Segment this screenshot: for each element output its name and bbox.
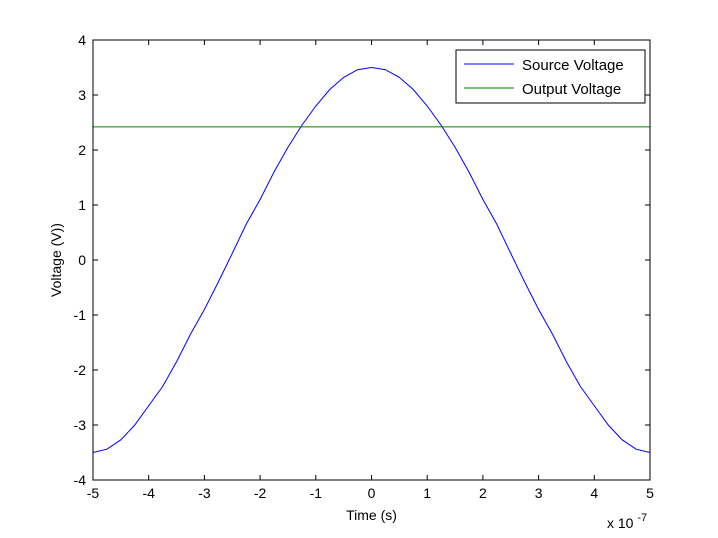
x-axis-multiplier: x 10 -7 [607,512,647,531]
x-axis-multiplier-exponent: -7 [637,512,647,524]
x-tick-label: -4 [142,485,155,501]
legend-label-output-voltage: Output Voltage [522,81,621,98]
legend: Source Voltage Output Voltage [455,49,646,104]
y-tick-label: -2 [74,362,87,378]
series-line-source-voltage [92,66,651,453]
legend-box [455,49,646,104]
y-tick-label: 0 [78,252,86,268]
x-tick-label: 1 [423,485,431,501]
x-tick-label: -1 [310,485,323,501]
y-axis-label: Voltage (V)) [48,223,64,297]
x-tick-label: -5 [87,485,100,501]
y-tick-label: -1 [74,307,87,323]
x-axis-multiplier-base: x 10 [607,515,634,531]
y-tick-label: -3 [74,417,87,433]
x-tick-label: 5 [646,485,654,501]
x-tick-label: -2 [254,485,267,501]
legend-label-source-voltage: Source Voltage [522,57,624,74]
series [92,66,651,453]
x-tick-label: 3 [535,485,543,501]
x-tick-label: 0 [368,485,376,501]
y-tick-label: -4 [74,472,87,488]
y-tick-label: 1 [78,197,86,213]
y-tick-label: 3 [78,87,86,103]
x-tick-label: 2 [479,485,487,501]
x-axis-label: Time (s) [346,507,397,523]
plot-frame [92,39,651,481]
x-tick-label: 4 [590,485,598,501]
x-tick-label: -3 [198,485,211,501]
plot-area [93,40,650,480]
y-tick-label: 2 [78,142,86,158]
y-tick-label: 4 [78,32,86,48]
